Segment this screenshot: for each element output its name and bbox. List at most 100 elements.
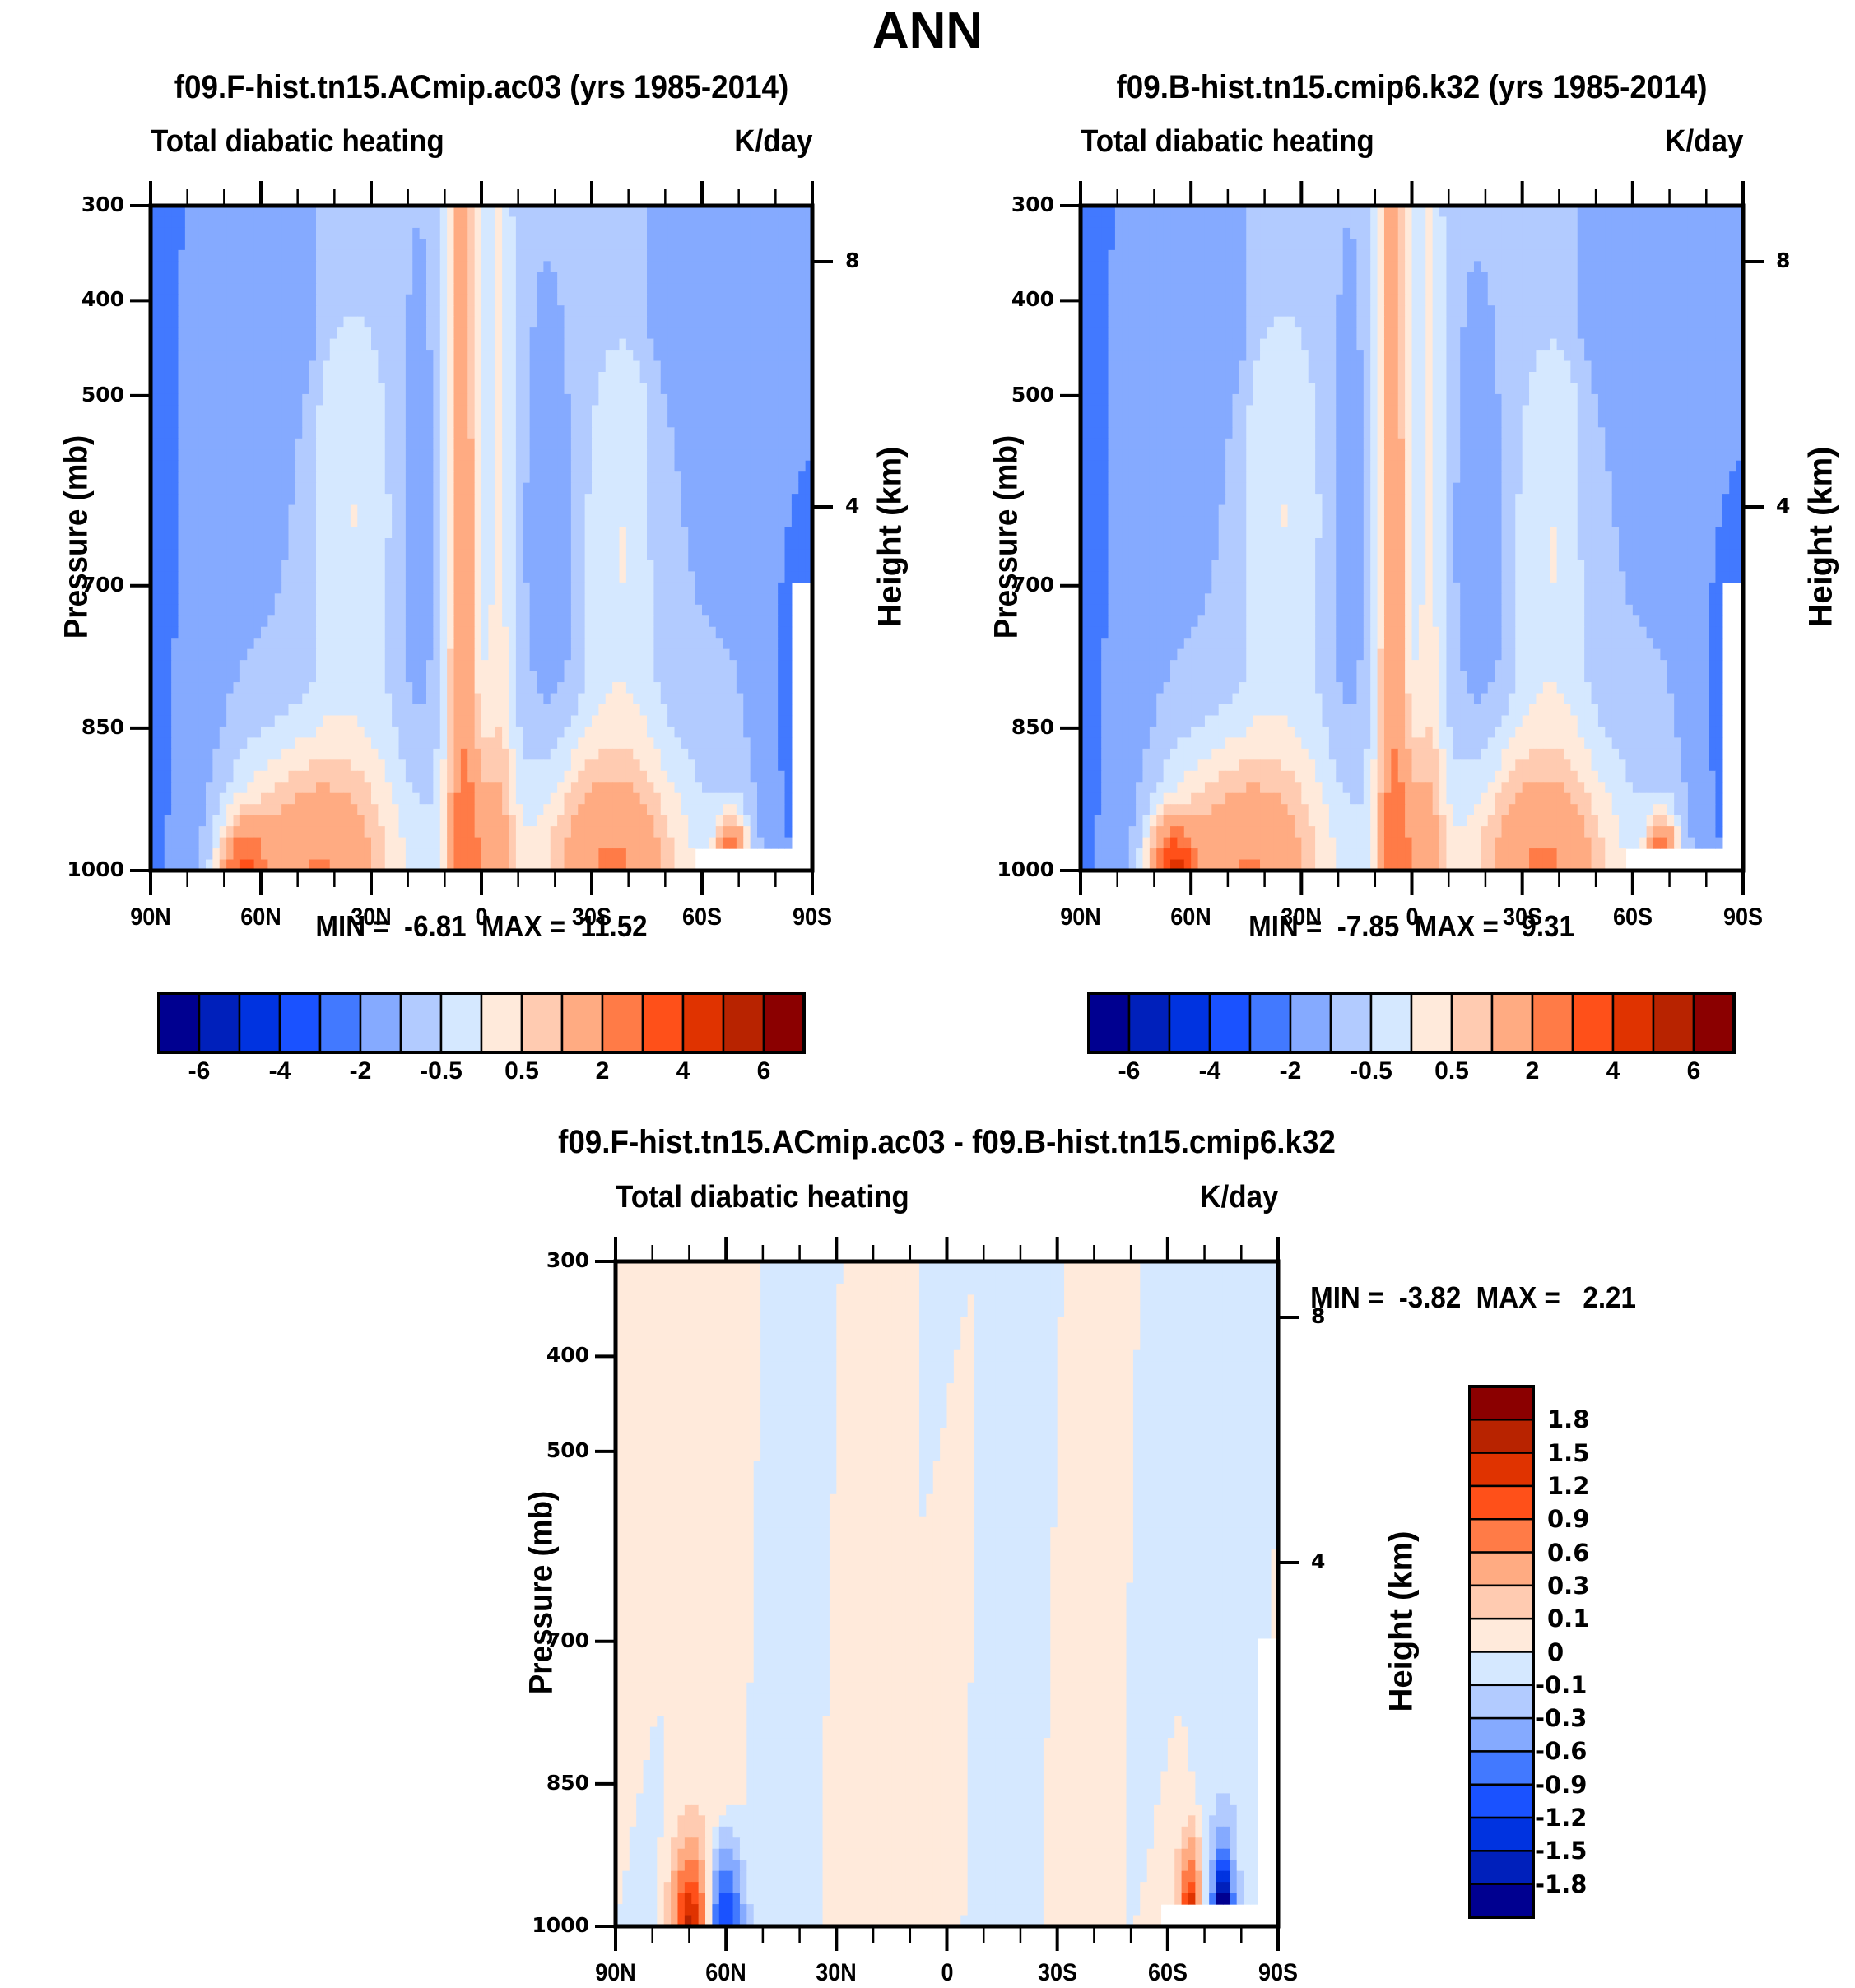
contour-cell: [267, 372, 276, 384]
contour-cell: [784, 460, 793, 472]
contour-cell: [784, 494, 793, 506]
contour-cell: [743, 261, 751, 273]
contour-cell: [605, 593, 613, 606]
contour-cell: [233, 249, 241, 262]
contour-cell: [184, 770, 193, 783]
contour-cell: [323, 383, 331, 395]
contour-cell: [419, 427, 427, 439]
contour-cell: [357, 571, 365, 583]
contour-cell: [261, 660, 268, 672]
contour-cell: [578, 704, 586, 717]
contour-cell: [247, 770, 255, 783]
contour-cell: [274, 327, 282, 340]
contour-cell: [750, 770, 758, 783]
contour-cell: [639, 261, 648, 273]
contour-cell: [405, 471, 413, 484]
contour-cell: [592, 615, 599, 628]
contour-cell: [543, 560, 551, 572]
contour-cell: [729, 338, 737, 351]
contour-cell: [219, 360, 227, 373]
contour-cell: [295, 449, 303, 462]
contour-cell: [770, 283, 779, 295]
contour-cell: [598, 504, 607, 517]
contour-cell: [543, 582, 551, 594]
contour-cell: [592, 504, 599, 517]
contour-cell: [612, 516, 621, 528]
contour-cell: [509, 272, 517, 284]
contour-cell: [226, 494, 235, 506]
contour-cell: [764, 759, 772, 772]
contour-cell: [550, 427, 558, 439]
contour-cell: [171, 648, 179, 661]
contour-cell: [543, 648, 551, 661]
contour-cell: [350, 249, 358, 262]
contour-cell: [688, 449, 696, 462]
contour-cell: [647, 671, 654, 683]
contour-cell: [723, 283, 731, 295]
contour-cell: [281, 715, 290, 727]
contour-cell: [281, 239, 290, 251]
contour-cell: [378, 560, 386, 572]
contour-cell: [529, 726, 537, 738]
contour-cell: [288, 482, 296, 495]
contour-cell: [529, 759, 537, 772]
contour-cell: [219, 626, 227, 639]
contour-cell: [653, 737, 662, 750]
contour-cell: [653, 261, 662, 273]
contour-cell: [239, 682, 248, 694]
contour-cell: [371, 671, 379, 683]
contour-cell: [316, 504, 323, 517]
contour-cell: [550, 294, 558, 306]
contour-cell: [495, 261, 503, 273]
contour-cell: [798, 527, 807, 539]
contour-cell: [529, 715, 537, 727]
contour-cell: [447, 482, 455, 495]
contour-cell: [729, 383, 737, 395]
contour-cell: [398, 593, 407, 606]
contour-cell: [584, 615, 593, 628]
contour-cell: [633, 538, 641, 550]
contour-cell: [543, 516, 551, 528]
contour-cell: [688, 538, 696, 550]
contour-cell: [433, 427, 441, 439]
contour-cell: [378, 782, 386, 794]
contour-cell: [592, 427, 599, 439]
contour-cell: [537, 261, 544, 273]
contour-cell: [302, 427, 310, 439]
contour-cell: [261, 538, 268, 550]
contour-cell: [502, 438, 510, 450]
contour-cell: [798, 538, 807, 550]
contour-cell: [688, 438, 696, 450]
contour-cell: [316, 261, 323, 273]
contour-cell: [543, 294, 551, 306]
contour-cell: [592, 737, 599, 750]
contour-cell: [612, 471, 621, 484]
contour-cell: [439, 494, 448, 506]
contour-cell: [625, 516, 634, 528]
contour-cell: [564, 249, 572, 262]
contour-cell: [729, 726, 737, 738]
contour-cell: [764, 527, 772, 539]
contour-cell: [688, 482, 696, 495]
contour-cell: [412, 438, 421, 450]
contour-cell: [647, 494, 654, 506]
contour-cell: [212, 615, 221, 628]
contour-cell: [778, 360, 786, 373]
contour-cell: [723, 405, 731, 417]
contour-cell: [329, 527, 337, 539]
contour-cell: [488, 504, 496, 517]
contour-cell: [660, 239, 668, 251]
contour-cell: [233, 682, 241, 694]
contour-cell: [239, 549, 248, 561]
contour-cell: [433, 726, 441, 738]
contour-cell: [309, 682, 317, 694]
contour-cell: [578, 737, 586, 750]
contour-cell: [398, 770, 407, 783]
contour-cell: [198, 615, 207, 628]
contour-cell: [239, 615, 248, 628]
contour-cell: [798, 206, 807, 218]
contour-cell: [184, 560, 193, 572]
contour-cell: [612, 249, 621, 262]
contour-cell: [529, 482, 537, 495]
contour-cell: [184, 626, 193, 639]
